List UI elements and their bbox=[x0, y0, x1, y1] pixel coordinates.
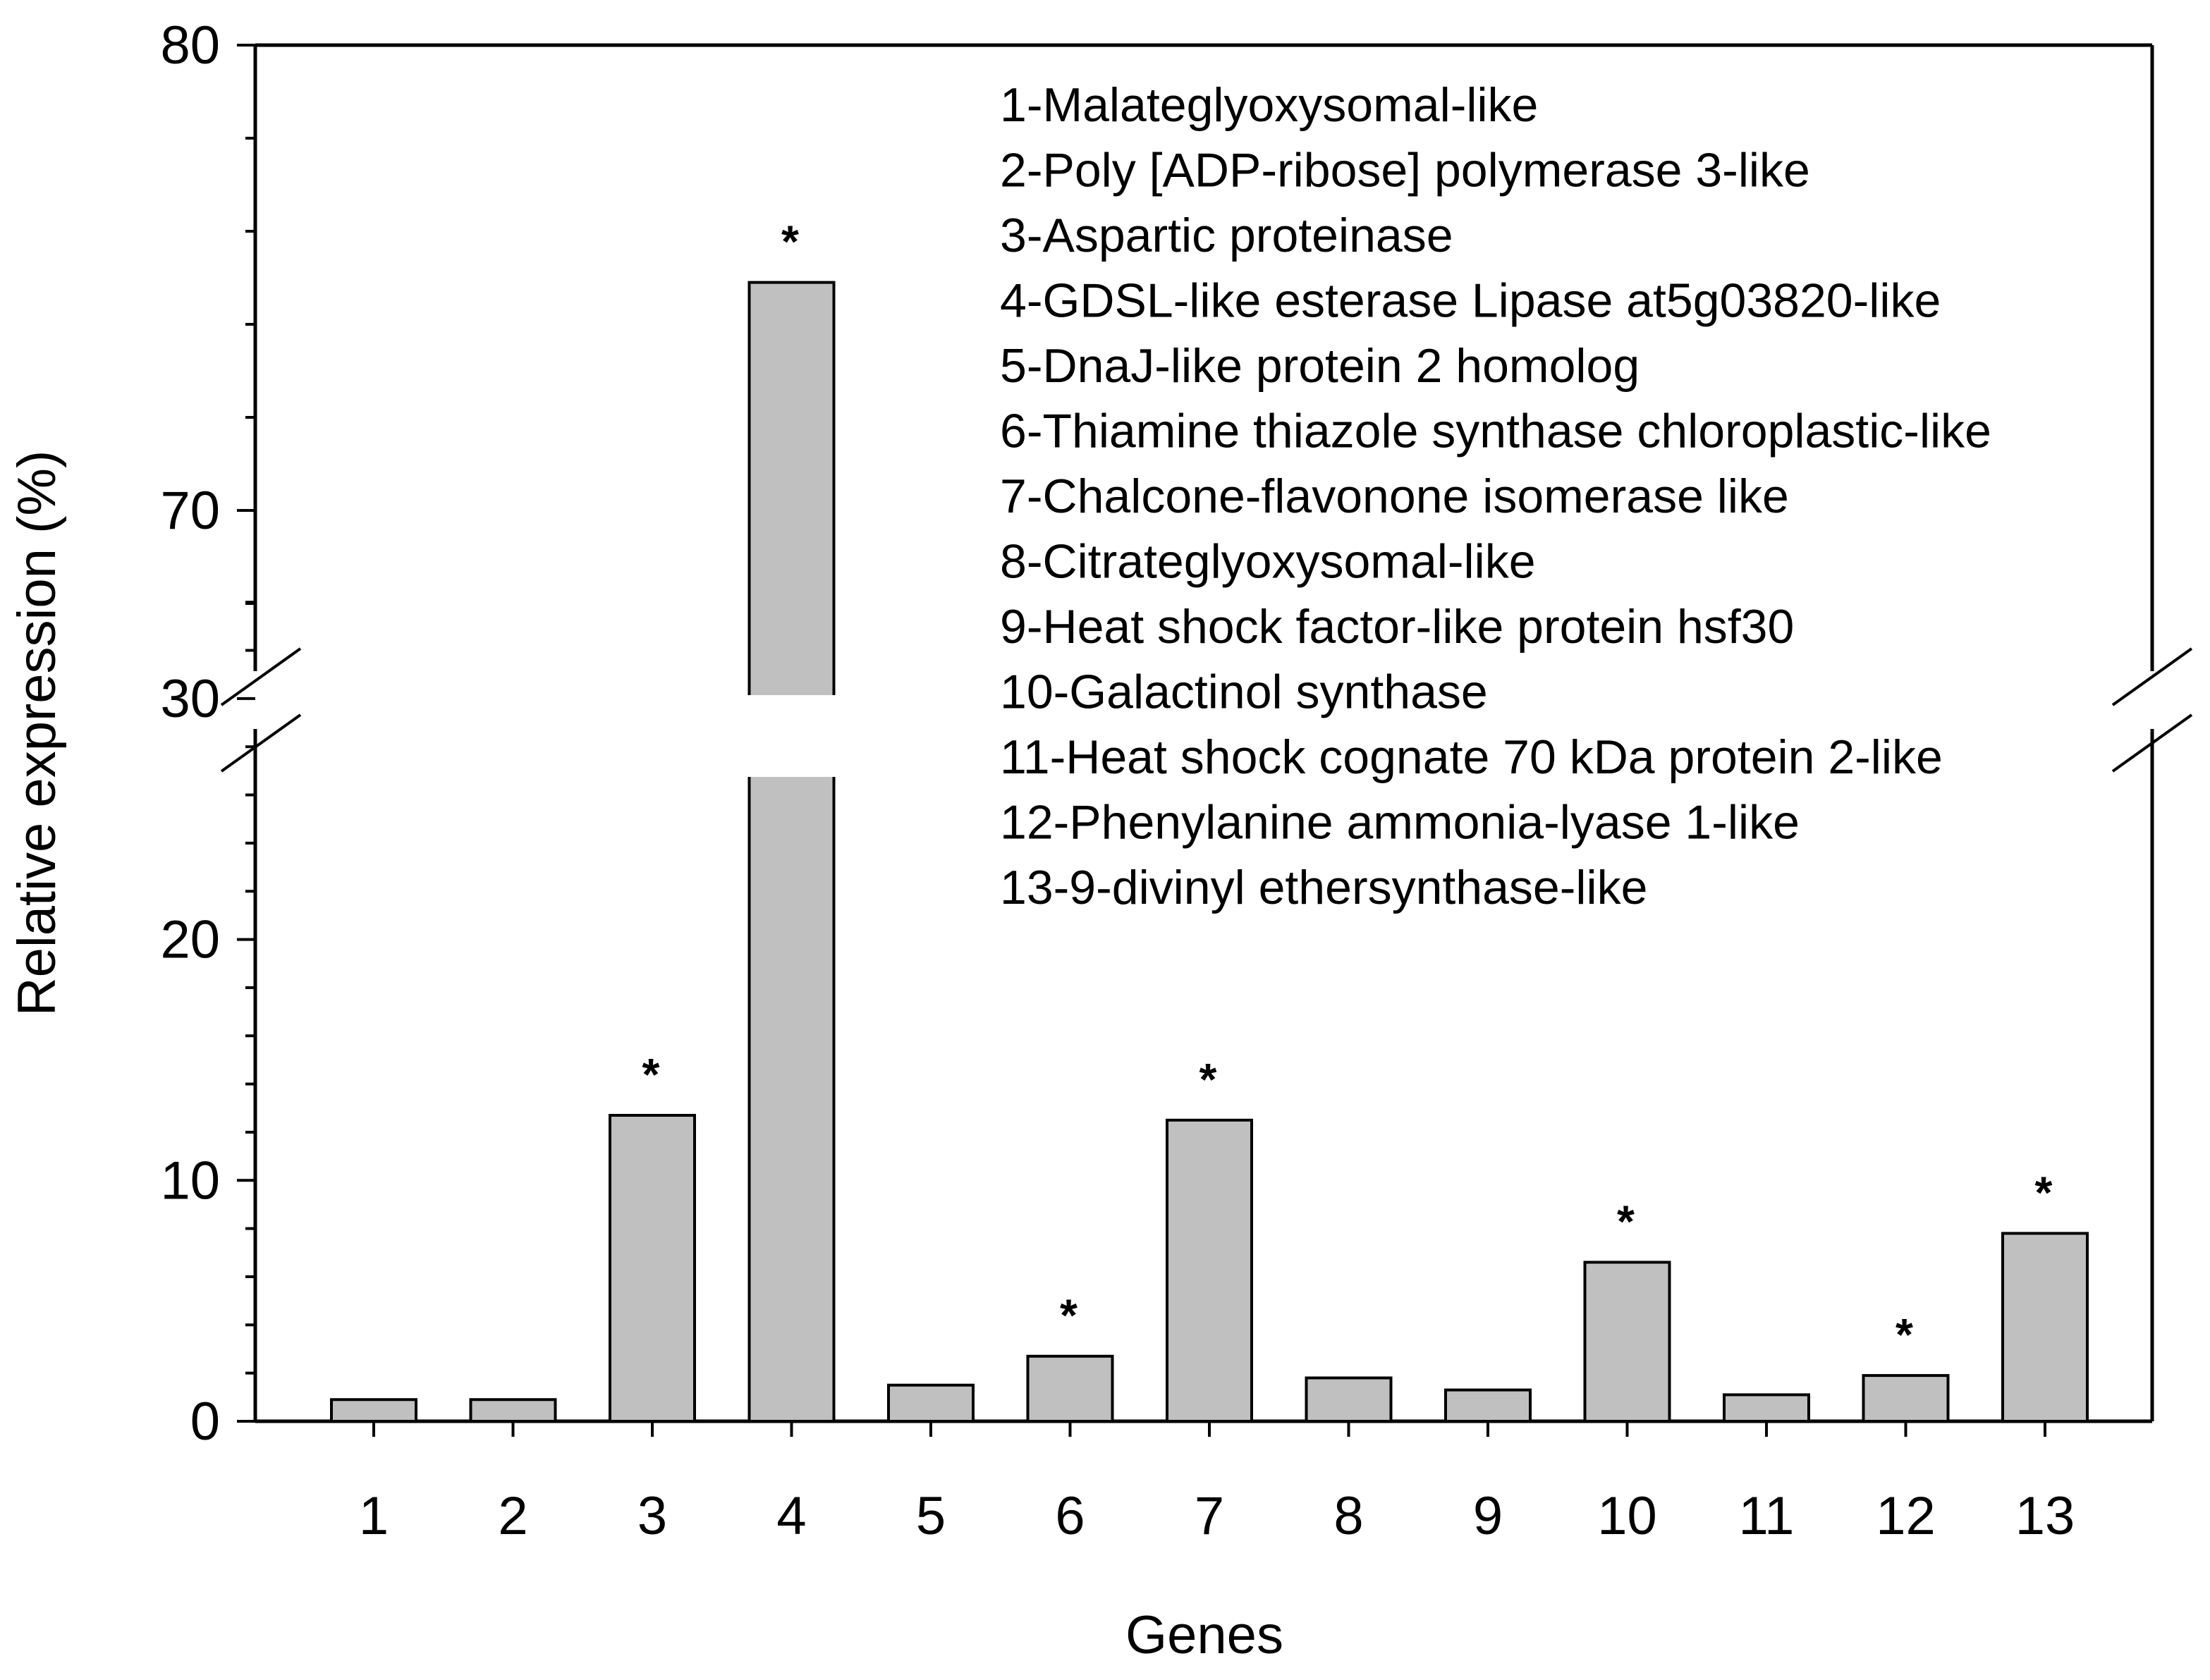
y-tick-label: 10 bbox=[160, 1151, 220, 1210]
x-tick-label: 5 bbox=[916, 1486, 946, 1546]
legend-entry: 13-9-divinyl ethersynthase-like bbox=[1000, 861, 1647, 914]
x-tick-label: 3 bbox=[637, 1486, 667, 1546]
x-tick-label: 7 bbox=[1195, 1486, 1224, 1546]
y-axis: 0 10 20 30 70 80 bbox=[160, 16, 255, 1452]
x-tick-label: 9 bbox=[1473, 1486, 1503, 1546]
legend-entry: 9-Heat shock factor-like protein hsf30 bbox=[1000, 600, 1794, 654]
y-tick-label: 20 bbox=[160, 910, 220, 970]
legend: 1-Malateglyoxysomal-like 2-Poly [ADP-ribo… bbox=[1000, 78, 1991, 914]
bar bbox=[330, 1398, 417, 1423]
significance-star: * bbox=[1617, 1196, 1635, 1246]
axis-break-marks bbox=[220, 647, 2193, 773]
significance-star: * bbox=[1895, 1309, 1913, 1360]
legend-entry: 12-Phenylanine ammonia-lyase 1-like bbox=[1000, 796, 1800, 850]
legend-entry: 3-Aspartic proteinase bbox=[1000, 209, 1453, 262]
axis-break-slash bbox=[2111, 647, 2193, 706]
bar bbox=[887, 1383, 975, 1423]
significance-star: * bbox=[781, 216, 799, 267]
y-tick-label: 70 bbox=[160, 481, 220, 541]
legend-entry: 11-Heat shock cognate 70 kDa protein 2-l… bbox=[1000, 730, 1943, 784]
bar bbox=[469, 1398, 557, 1423]
bar bbox=[1723, 1393, 1810, 1423]
legend-entry: 2-Poly [ADP-ribose] polymerase 3-like bbox=[1000, 144, 1810, 197]
x-tick-label: 13 bbox=[2015, 1486, 2075, 1546]
legend-entry: 5-DnaJ-like protein 2 homolog bbox=[1000, 339, 1640, 393]
y-tick-label: 30 bbox=[160, 669, 220, 729]
significance-star: * bbox=[642, 1049, 660, 1100]
bar bbox=[1444, 1388, 1532, 1423]
axis-break-slash bbox=[220, 713, 302, 773]
bar bbox=[1305, 1376, 1393, 1423]
legend-entry: 7-Chalcone-flavonone isomerase like bbox=[1000, 470, 1789, 523]
bar bbox=[1862, 1374, 1950, 1423]
x-tick-label: 11 bbox=[1739, 1486, 1795, 1546]
axis-break-slash bbox=[2111, 713, 2193, 773]
x-tick-label: 10 bbox=[1597, 1486, 1657, 1546]
bar-break-gap bbox=[745, 695, 838, 777]
significance-star: * bbox=[2035, 1167, 2053, 1218]
bar bbox=[2001, 1232, 2089, 1423]
x-tick-label: 12 bbox=[1876, 1486, 1936, 1546]
x-axis-title: Genes bbox=[1125, 1605, 1283, 1665]
y-axis-title: Relative expression (%) bbox=[7, 450, 67, 1017]
bar bbox=[1583, 1261, 1671, 1423]
bar bbox=[1026, 1354, 1114, 1423]
x-axis: 1 2 3 4 5 6 7 8 9 10 11 12 13 bbox=[359, 1421, 2075, 1546]
bar bbox=[747, 281, 836, 1423]
x-tick-label: 6 bbox=[1055, 1486, 1085, 1546]
x-tick-label: 1 bbox=[359, 1486, 389, 1546]
x-tick-label: 8 bbox=[1333, 1486, 1363, 1546]
y-tick-label: 80 bbox=[160, 16, 220, 75]
significance-star: * bbox=[1060, 1290, 1077, 1341]
bar-series: * * * * * * * bbox=[330, 216, 2089, 1423]
x-tick-label: 2 bbox=[498, 1486, 527, 1546]
significance-star: * bbox=[1199, 1054, 1217, 1105]
legend-entry: 6-Thiamine thiazole synthase chloroplast… bbox=[1000, 405, 1991, 458]
x-tick-label: 4 bbox=[776, 1486, 806, 1546]
axis-break-slash bbox=[220, 647, 302, 706]
legend-entry: 4-GDSL-like esterase Lipase at5g03820-li… bbox=[1000, 274, 1941, 328]
legend-entry: 1-Malateglyoxysomal-like bbox=[1000, 78, 1538, 132]
y-tick-label: 0 bbox=[190, 1392, 220, 1452]
bar bbox=[609, 1114, 696, 1423]
legend-entry: 8-Citrateglyoxysomal-like bbox=[1000, 535, 1536, 589]
bar bbox=[1166, 1118, 1253, 1423]
legend-entry: 10-Galactinol synthase bbox=[1000, 666, 1488, 719]
